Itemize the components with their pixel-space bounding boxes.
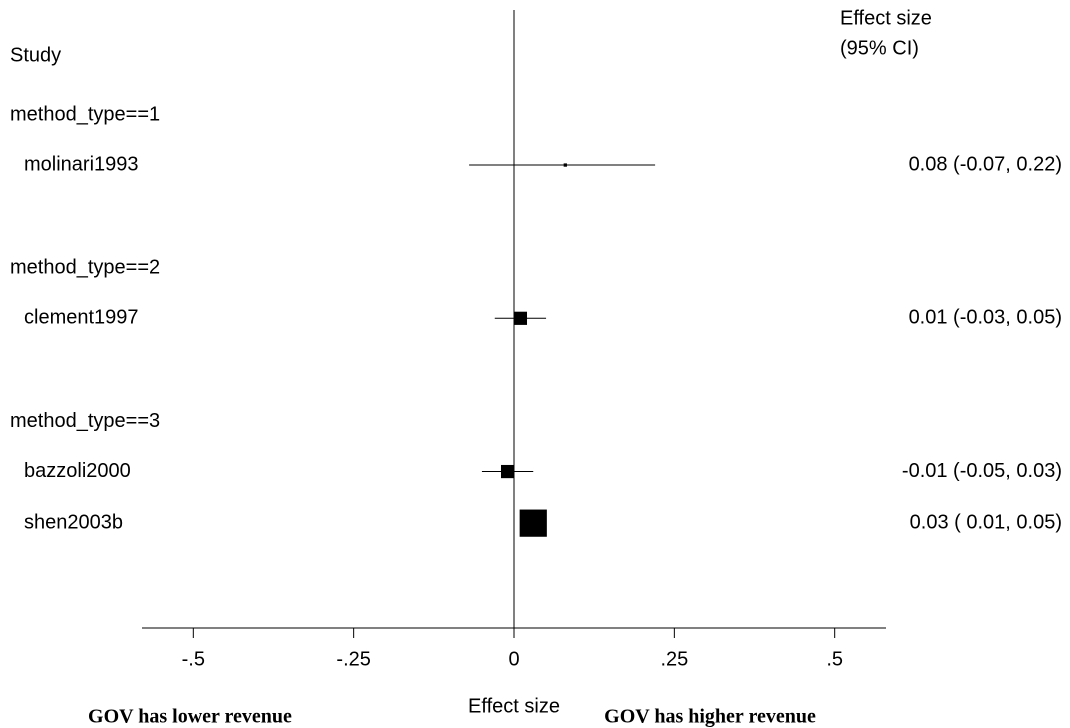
- study-label: molinari1993: [24, 153, 139, 175]
- x-axis-label: Effect size: [468, 695, 560, 717]
- value-label: -0.01 (-0.05, 0.03): [902, 460, 1062, 482]
- x-tick-label: .5: [826, 648, 843, 670]
- study-label: shen2003b: [24, 511, 123, 533]
- annotation: GOV has higher revenue: [604, 706, 816, 728]
- effect-marker: [519, 509, 547, 537]
- effect-marker: [500, 464, 515, 479]
- value-label: 0.01 (-0.03, 0.05): [909, 307, 1062, 329]
- effect-header: Effect size: [840, 7, 932, 29]
- effect-marker: [513, 311, 528, 325]
- value-label: 0.08 (-0.07, 0.22): [909, 153, 1062, 175]
- effect-header: (95% CI): [840, 37, 919, 59]
- effect-marker: [563, 163, 567, 167]
- x-tick-label: -.5: [182, 648, 205, 670]
- study-label: bazzoli2000: [24, 460, 131, 482]
- group-label: method_type==1: [10, 103, 160, 125]
- group-label: method_type==3: [10, 410, 160, 432]
- group-label: method_type==2: [10, 257, 160, 279]
- x-tick-label: .25: [660, 648, 688, 670]
- value-label: 0.03 ( 0.01, 0.05): [910, 511, 1062, 533]
- annotation: GOV has lower revenue: [88, 706, 292, 728]
- x-tick-label: 0: [508, 648, 519, 670]
- x-tick-label: -.25: [336, 648, 370, 670]
- study-header: Study: [10, 44, 61, 66]
- study-label: clement1997: [24, 307, 139, 329]
